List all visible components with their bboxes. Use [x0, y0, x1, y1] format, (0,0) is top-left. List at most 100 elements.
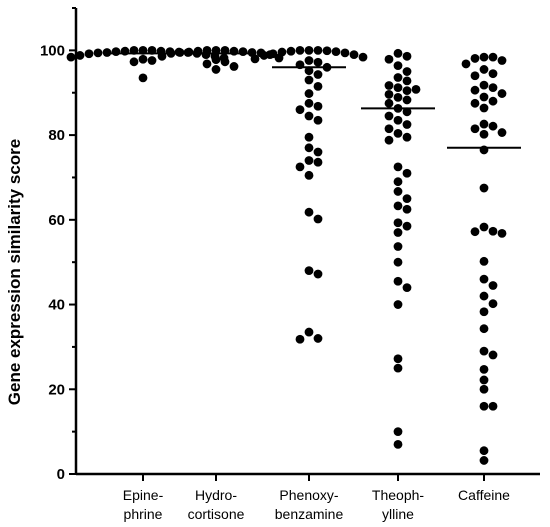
data-point: [358, 52, 368, 62]
x-tick-label-line: ylline: [382, 506, 414, 522]
data-point: [393, 61, 403, 71]
data-point: [384, 111, 394, 121]
data-point: [488, 83, 498, 93]
data-point: [393, 48, 403, 58]
data-point: [147, 56, 157, 65]
data-point: [402, 168, 412, 178]
y-tick-label: 0: [57, 466, 65, 483]
x-tick-label: Hydro-cortisone: [188, 487, 245, 522]
data-point: [111, 47, 121, 57]
data-point: [268, 49, 278, 59]
data-point: [384, 90, 394, 99]
data-point: [313, 70, 323, 79]
data-point: [393, 363, 403, 373]
x-tick-label-line: Theoph-: [372, 487, 424, 503]
data-point: [411, 84, 421, 94]
data-point: [479, 80, 489, 90]
data-point: [479, 384, 489, 394]
data-point: [393, 439, 403, 449]
data-point: [479, 375, 489, 385]
data-point: [313, 334, 323, 343]
x-tick-label-line: Caffeine: [458, 487, 510, 503]
data-point: [479, 256, 489, 266]
median-lines: [106, 52, 521, 149]
data-point: [402, 132, 412, 142]
data-point: [470, 124, 480, 134]
x-tick-label: Epine-phrine: [123, 487, 164, 522]
data-point: [497, 89, 507, 98]
data-point: [470, 54, 480, 63]
data-point: [304, 170, 314, 180]
data-point: [393, 187, 403, 196]
data-point: [184, 47, 194, 57]
x-tick-label-line: phrine: [124, 506, 163, 522]
x-tick-label-line: cortisone: [188, 506, 245, 522]
data-point: [202, 59, 212, 69]
data-point: [75, 51, 85, 60]
data-point: [304, 327, 314, 337]
data-point: [393, 300, 403, 309]
data-point: [138, 54, 148, 64]
data-point: [393, 218, 403, 228]
data-point: [488, 281, 498, 290]
y-tick-label: 80: [48, 127, 65, 144]
data-point: [393, 177, 403, 187]
y-tick-label: 100: [40, 42, 65, 59]
data-point: [402, 86, 412, 96]
data-point: [479, 222, 489, 232]
data-point: [393, 83, 403, 93]
data-point: [220, 57, 230, 67]
x-tick-label-line: Hydro-: [195, 487, 237, 503]
data-point: [402, 76, 412, 86]
data-point: [402, 95, 412, 105]
x-tick-label: Theoph-ylline: [372, 487, 424, 522]
data-point: [259, 51, 269, 60]
y-tick-label: 20: [48, 381, 65, 398]
data-point: [304, 89, 314, 98]
x-tick-label: Caffeine: [458, 487, 510, 503]
data-point: [322, 46, 332, 56]
data-point: [313, 57, 323, 67]
data-point: [313, 214, 323, 224]
data-point: [304, 66, 314, 76]
data-point: [384, 54, 394, 64]
data-point: [313, 147, 323, 157]
data-point: [470, 98, 480, 108]
data-point: [393, 257, 403, 267]
data-point: [479, 92, 489, 102]
data-point: [313, 81, 323, 91]
data-point: [479, 307, 489, 317]
data-point: [313, 115, 323, 125]
data-point: [393, 427, 403, 437]
y-axis: 0 20 40 60 80 100: [40, 7, 78, 483]
x-tick-label: Phenoxy-benzamine: [275, 487, 344, 522]
data-point: [402, 194, 412, 204]
data-point: [479, 364, 489, 374]
data-point: [488, 299, 498, 309]
data-points: [66, 45, 507, 465]
data-point: [479, 129, 489, 139]
data-point: [479, 324, 489, 334]
data-point: [238, 47, 248, 57]
data-point: [470, 227, 480, 237]
data-point: [304, 75, 314, 85]
data-point: [402, 51, 412, 61]
data-point: [479, 52, 489, 62]
data-point: [304, 207, 314, 217]
data-point: [304, 143, 314, 153]
data-point: [250, 54, 260, 64]
data-point: [479, 446, 489, 456]
data-point: [488, 52, 498, 62]
data-point: [479, 291, 489, 301]
data-point: [138, 73, 148, 83]
data-point: [402, 120, 412, 129]
data-point: [304, 56, 314, 65]
x-tick-label-line: benzamine: [275, 506, 344, 522]
data-point: [393, 228, 403, 237]
data-point: [304, 98, 314, 108]
data-point: [304, 132, 314, 142]
data-point: [479, 119, 489, 129]
data-point: [66, 52, 76, 62]
data-point: [304, 111, 314, 121]
